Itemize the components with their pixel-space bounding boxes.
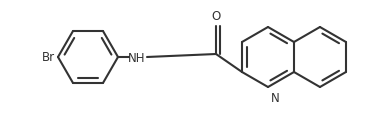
Text: NH: NH bbox=[128, 51, 146, 64]
Text: O: O bbox=[211, 10, 221, 23]
Text: N: N bbox=[271, 91, 280, 104]
Text: Br: Br bbox=[42, 51, 55, 64]
